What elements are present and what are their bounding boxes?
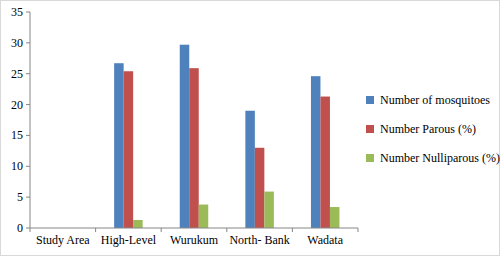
bar <box>330 207 340 228</box>
y-tick-label: 0 <box>17 221 23 235</box>
x-tick <box>95 228 96 232</box>
bar <box>114 63 124 228</box>
chart: 0 5 10 15 20 25 30 35 Study Area High-Level Wuruku… <box>0 0 500 256</box>
chart-root: 0 5 10 15 20 25 30 35 Study Area High-Level Wuruku… <box>0 0 500 256</box>
y-tick-label: 30 <box>11 36 23 50</box>
bar <box>264 192 274 228</box>
legend-label: Number Nulliparous (%) <box>380 151 500 165</box>
x-tick-label: North- Bank <box>229 233 289 247</box>
legend-swatch <box>366 125 374 133</box>
x-tick-label: Wurukum <box>170 233 219 247</box>
y-tick-label: 25 <box>11 67 23 81</box>
y-axis <box>30 12 31 228</box>
bar <box>124 71 133 228</box>
y-tick-label: 35 <box>11 5 23 19</box>
y-tick <box>26 73 30 74</box>
x-tick-label: High-Level <box>101 233 157 247</box>
x-axis <box>30 228 358 229</box>
y-tick <box>26 42 30 43</box>
bar <box>189 68 199 228</box>
y-tick <box>26 228 30 229</box>
y-tick <box>26 197 30 198</box>
y-tick-label: 15 <box>11 128 23 142</box>
bar <box>255 148 265 228</box>
legend-label: Number Parous (%) <box>380 122 476 136</box>
y-tick-label: 10 <box>11 159 23 173</box>
bar <box>133 220 143 228</box>
legend-label: Number of mosquitoes <box>380 93 490 107</box>
x-tick <box>161 228 162 232</box>
y-tick <box>26 166 30 167</box>
x-tick <box>226 228 227 232</box>
y-tick <box>26 104 30 105</box>
y-tick-label: 5 <box>17 190 23 204</box>
chart-frame <box>1 1 500 256</box>
x-tick-label: Wadata <box>307 233 343 247</box>
bars <box>114 45 339 228</box>
legend-swatch <box>366 154 374 162</box>
x-tick-label: Study Area <box>36 233 90 247</box>
bar <box>199 205 209 228</box>
y-tick <box>26 135 30 136</box>
y-tick-label: 20 <box>11 98 23 112</box>
bar <box>311 76 321 228</box>
legend-swatch <box>366 96 374 104</box>
bar <box>180 45 190 228</box>
x-tick <box>358 228 359 232</box>
y-tick <box>26 12 30 13</box>
x-tick <box>30 228 31 232</box>
x-tick <box>292 228 293 232</box>
bar <box>320 97 330 228</box>
bar <box>245 111 255 228</box>
